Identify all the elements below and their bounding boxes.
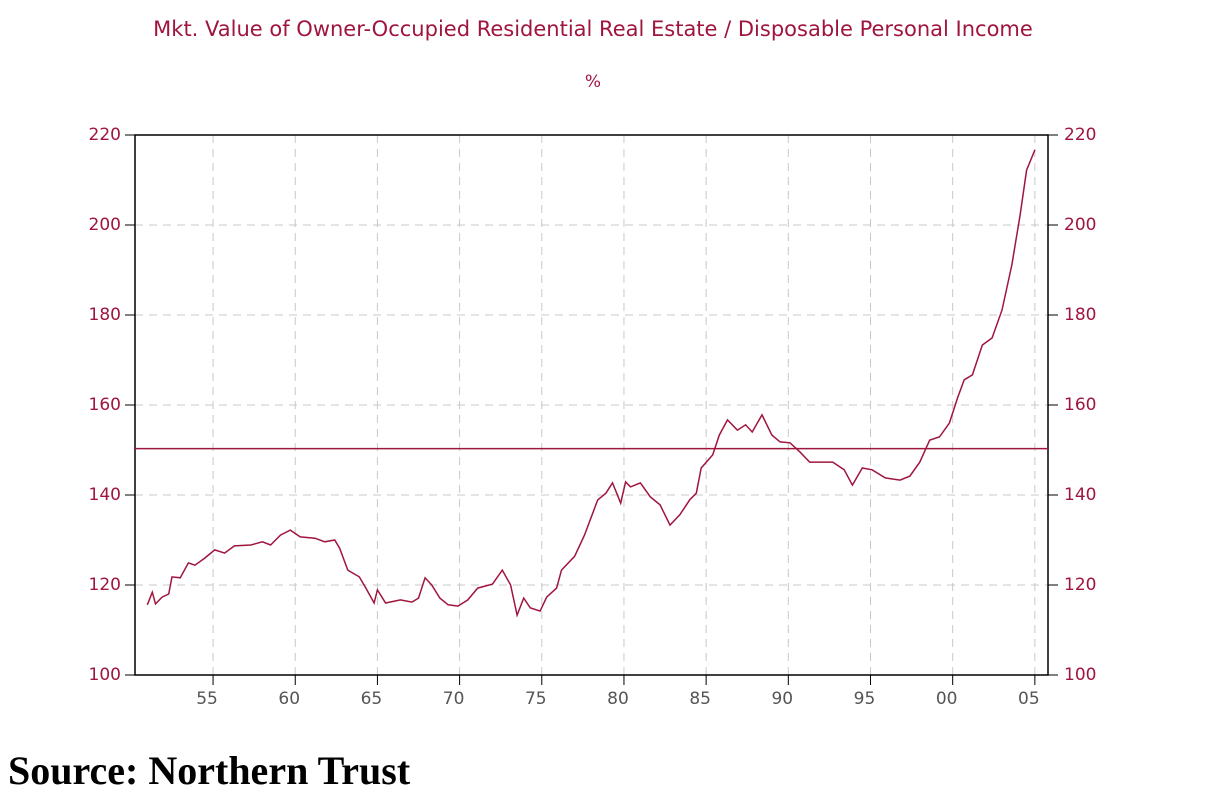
y2-tick-label: 180 [1064, 305, 1096, 325]
y-tick-label: 180 [89, 305, 121, 325]
x-tick-label: 65 [361, 689, 383, 709]
plot-frame [134, 134, 1049, 676]
x-tick-label: 85 [689, 689, 711, 709]
x-tick-label: 00 [936, 689, 958, 709]
y-tick-label: 220 [89, 125, 121, 145]
y-tick-label: 200 [89, 215, 121, 235]
y2-tick-label: 160 [1064, 395, 1096, 415]
x-tick-label: 70 [443, 689, 465, 709]
y-tick-label: 100 [89, 665, 121, 685]
y-tick-label: 160 [89, 395, 121, 415]
chart-title: Mkt. Value of Owner-Occupied Residential… [153, 17, 1033, 41]
data-line [146, 149, 1036, 618]
x-tick-label: 60 [278, 689, 300, 709]
x-tick-label: 05 [1018, 689, 1040, 709]
y2-tick-label: 120 [1064, 575, 1096, 595]
y-tick-label: 120 [89, 575, 121, 595]
x-tick-label: 80 [607, 689, 629, 709]
y2-tick-label: 140 [1064, 485, 1096, 505]
x-tick-label: 95 [854, 689, 876, 709]
y2-tick-label: 200 [1064, 215, 1096, 235]
source-note: Source: Northern Trust [8, 748, 411, 792]
x-tick-label: 75 [525, 689, 547, 709]
x-tick-label: 90 [771, 689, 793, 709]
chart-subtitle: % [585, 72, 601, 92]
y-tick-label: 140 [89, 485, 121, 505]
x-tick-label: 55 [196, 689, 218, 709]
y2-tick-label: 220 [1064, 125, 1096, 145]
y2-tick-label: 100 [1064, 665, 1096, 685]
